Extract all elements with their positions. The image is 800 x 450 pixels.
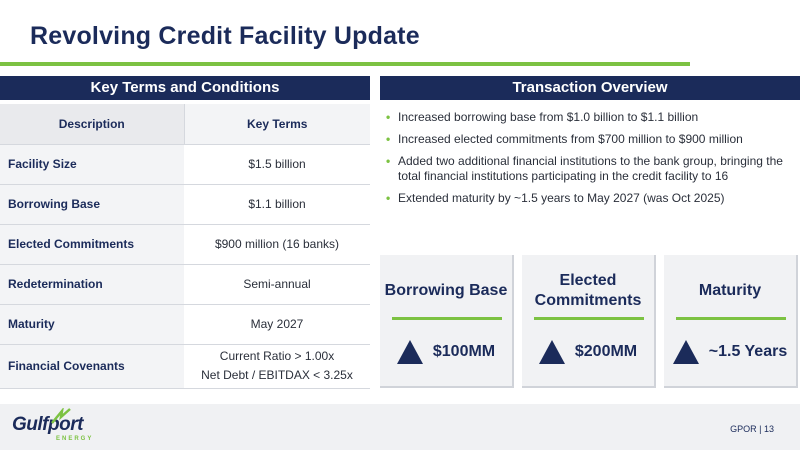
card-divider [534,317,644,320]
row-description: Facility Size [0,144,184,185]
page-number: GPOR | 13 [730,424,774,434]
list-item: • Increased borrowing base from $1.0 bill… [386,110,796,125]
row-value: $900 million (16 banks) [184,224,370,265]
table-row: Financial Covenants Current Ratio > 1.00… [0,344,370,389]
table-header-row: Description Key Terms [0,104,370,145]
card-title: Elected Commitments [534,272,642,309]
list-item: • Added two additional financial institut… [386,154,796,184]
card-value: $200MM [574,343,638,360]
transaction-overview-header: Transaction Overview [380,76,800,100]
footer-bar [0,404,800,450]
card-value: $100MM [432,343,496,360]
table-row: Redetermination Semi-annual [0,264,370,305]
row-value: May 2027 [184,304,370,345]
table-row: Borrowing Base $1.1 billion [0,184,370,225]
list-item: • Increased elected commitments from $700… [386,132,796,147]
gulfport-logo: Gulfport ENERGY [12,408,91,442]
bullet-text: Increased elected commitments from $700 … [398,132,743,146]
elected-commitments-card: Elected Commitments $200MM [522,255,656,388]
table-row: Facility Size $1.5 billion [0,144,370,185]
logo-wordmark: Gulfport [12,414,83,435]
covenant-current-ratio: Current Ratio > 1.00x [219,349,335,363]
logo-subtitle: ENERGY [56,436,94,442]
card-value: ~1.5 Years [708,343,788,360]
borrowing-base-card: Borrowing Base $100MM [380,255,514,388]
row-value: Semi-annual [184,264,370,305]
title-underline [0,62,690,66]
card-value-row: $200MM [522,337,654,367]
key-terms-header: Key Terms and Conditions [0,76,370,100]
row-description: Maturity [0,304,184,345]
row-description: Elected Commitments [0,224,184,265]
table-row: Maturity May 2027 [0,304,370,345]
bullet-icon: • [386,191,391,205]
row-description: Redetermination [0,264,184,305]
up-triangle-icon [672,340,699,364]
card-value-row: $100MM [380,337,512,367]
covenant-net-debt: Net Debt / EBITDAX < 3.25x [201,368,353,382]
row-value: Current Ratio > 1.00x Net Debt / EBITDAX… [184,344,370,389]
row-value: $1.5 billion [184,144,370,185]
card-divider [392,317,502,320]
card-divider [676,317,786,320]
page-title: Revolving Credit Facility Update [30,22,420,50]
row-value: $1.1 billion [184,184,370,225]
row-description: Financial Covenants [0,344,184,389]
column-header-key-terms: Key Terms [184,104,370,145]
bullet-text: Increased borrowing base from $1.0 billi… [398,110,699,124]
maturity-card: Maturity ~1.5 Years [664,255,798,388]
up-triangle-icon [538,340,565,364]
key-terms-table: Description Key Terms Facility Size $1.5… [0,104,370,389]
bullet-text: Added two additional financial instituti… [398,154,783,183]
card-title: Maturity [698,282,762,299]
table-row: Elected Commitments $900 million (16 ban… [0,224,370,265]
bullet-text: Extended maturity by ~1.5 years to May 2… [398,191,725,205]
transaction-bullets: • Increased borrowing base from $1.0 bill… [386,110,796,213]
card-title: Borrowing Base [384,282,508,299]
bullet-icon: • [386,154,391,168]
list-item: • Extended maturity by ~1.5 years to May … [386,191,796,206]
bullet-icon: • [386,132,391,146]
logo-flame-icon [51,408,71,424]
column-header-description: Description [0,104,185,145]
card-value-row: ~1.5 Years [664,337,796,367]
row-description: Borrowing Base [0,184,184,225]
up-triangle-icon [396,340,423,364]
bullet-icon: • [386,110,391,124]
